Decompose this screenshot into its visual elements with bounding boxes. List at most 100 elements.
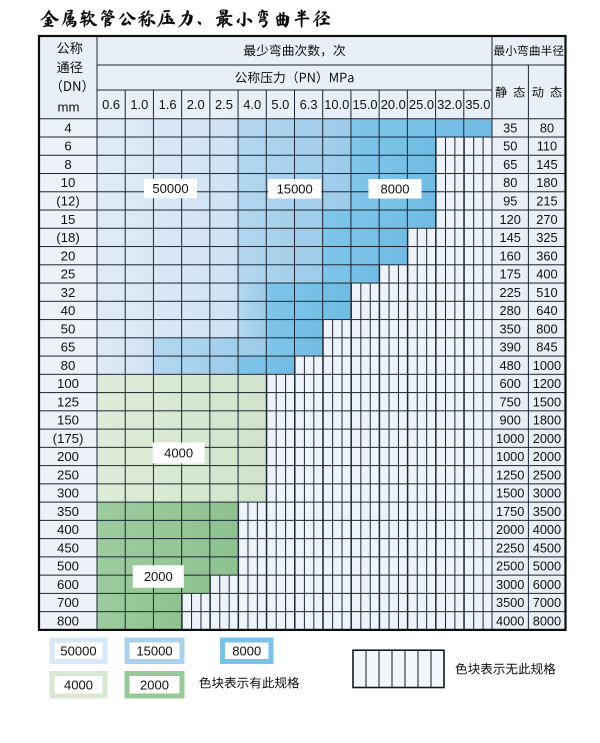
svg-text:4.0: 4.0 xyxy=(243,97,261,112)
svg-text:8000: 8000 xyxy=(533,613,561,628)
svg-text:640: 640 xyxy=(536,303,557,318)
svg-text:175: 175 xyxy=(500,267,521,282)
svg-text:750: 750 xyxy=(500,394,521,409)
svg-text:450: 450 xyxy=(57,540,79,555)
svg-text:6: 6 xyxy=(64,139,71,154)
svg-text:2000: 2000 xyxy=(533,449,561,464)
svg-text:32: 32 xyxy=(61,285,76,300)
svg-text:mm: mm xyxy=(58,100,80,115)
svg-text:145: 145 xyxy=(500,230,521,245)
svg-text:3000: 3000 xyxy=(533,486,561,501)
svg-text:50: 50 xyxy=(503,139,517,154)
svg-text:10: 10 xyxy=(61,175,76,190)
svg-text:5000: 5000 xyxy=(533,559,561,574)
svg-text:4000: 4000 xyxy=(64,677,93,692)
svg-text:65: 65 xyxy=(503,157,517,172)
svg-text:35: 35 xyxy=(503,120,517,135)
svg-text:1800: 1800 xyxy=(533,413,561,428)
svg-text:1500: 1500 xyxy=(533,394,561,409)
svg-text:3500: 3500 xyxy=(496,595,524,610)
svg-text:80: 80 xyxy=(61,358,76,373)
svg-text:350: 350 xyxy=(57,504,79,519)
svg-text:110: 110 xyxy=(537,139,557,154)
svg-text:125: 125 xyxy=(57,394,79,409)
svg-text:2250: 2250 xyxy=(496,540,524,555)
svg-text:600: 600 xyxy=(57,577,79,592)
svg-text:510: 510 xyxy=(536,285,557,300)
svg-text:35.0: 35.0 xyxy=(465,97,490,112)
svg-text:3000: 3000 xyxy=(496,577,524,592)
svg-text:4000: 4000 xyxy=(496,613,524,628)
svg-text:20: 20 xyxy=(61,248,76,263)
svg-text:20.0: 20.0 xyxy=(381,97,406,112)
svg-text:800: 800 xyxy=(536,321,557,336)
svg-text:8: 8 xyxy=(64,157,71,172)
svg-text:7000: 7000 xyxy=(533,595,561,610)
svg-text:25: 25 xyxy=(61,267,76,282)
svg-text:(12): (12) xyxy=(56,194,79,209)
svg-text:50000: 50000 xyxy=(152,181,188,196)
svg-text:3500: 3500 xyxy=(533,504,561,519)
svg-text:360: 360 xyxy=(536,248,557,263)
svg-text:100: 100 xyxy=(57,376,79,391)
svg-text:8000: 8000 xyxy=(381,181,410,196)
svg-text:390: 390 xyxy=(500,340,521,355)
svg-text:4000: 4000 xyxy=(533,522,561,537)
svg-text:2000: 2000 xyxy=(140,677,169,692)
svg-text:215: 215 xyxy=(536,194,557,209)
svg-text:4000: 4000 xyxy=(164,446,193,461)
svg-text:(18): (18) xyxy=(56,230,79,245)
svg-text:1.6: 1.6 xyxy=(159,97,177,112)
svg-text:25.0: 25.0 xyxy=(409,97,434,112)
svg-text:2000: 2000 xyxy=(496,522,524,537)
svg-text:15.0: 15.0 xyxy=(352,97,377,112)
svg-text:2.5: 2.5 xyxy=(215,97,233,112)
svg-text:270: 270 xyxy=(536,212,557,227)
svg-text:2.0: 2.0 xyxy=(187,97,205,112)
svg-text:1500: 1500 xyxy=(496,486,524,501)
svg-text:1200: 1200 xyxy=(533,376,561,391)
svg-text:6000: 6000 xyxy=(533,577,561,592)
svg-text:2500: 2500 xyxy=(496,559,524,574)
svg-text:350: 350 xyxy=(500,321,521,336)
svg-text:5.0: 5.0 xyxy=(271,97,289,112)
svg-text:1750: 1750 xyxy=(496,504,524,519)
svg-text:120: 120 xyxy=(500,212,521,227)
svg-text:400: 400 xyxy=(536,267,557,282)
svg-text:32.0: 32.0 xyxy=(437,97,462,112)
svg-text:300: 300 xyxy=(57,486,79,501)
svg-text:180: 180 xyxy=(536,175,557,190)
svg-text:1000: 1000 xyxy=(496,431,524,446)
svg-text:145: 145 xyxy=(536,157,557,172)
svg-text:8000: 8000 xyxy=(232,643,261,658)
svg-text:800: 800 xyxy=(57,613,79,628)
svg-text:10.0: 10.0 xyxy=(324,97,349,112)
svg-text:2500: 2500 xyxy=(533,467,561,482)
svg-text:50000: 50000 xyxy=(60,643,96,658)
svg-text:225: 225 xyxy=(500,285,521,300)
svg-text:2000: 2000 xyxy=(144,569,173,584)
svg-text:95: 95 xyxy=(503,194,517,209)
svg-text:480: 480 xyxy=(500,358,521,373)
svg-text:15000: 15000 xyxy=(277,181,313,196)
svg-text:6.3: 6.3 xyxy=(300,97,318,112)
svg-text:1.0: 1.0 xyxy=(130,97,148,112)
svg-text:400: 400 xyxy=(57,522,79,537)
svg-text:4: 4 xyxy=(64,120,71,135)
svg-text:2000: 2000 xyxy=(533,431,561,446)
svg-text:325: 325 xyxy=(536,230,557,245)
svg-text:(175): (175) xyxy=(53,431,84,446)
svg-text:600: 600 xyxy=(500,376,521,391)
svg-text:160: 160 xyxy=(500,248,521,263)
svg-text:80: 80 xyxy=(540,120,554,135)
svg-text:1250: 1250 xyxy=(496,467,524,482)
svg-text:50: 50 xyxy=(61,321,76,336)
svg-text:500: 500 xyxy=(57,559,79,574)
svg-text:250: 250 xyxy=(57,467,79,482)
svg-text:1000: 1000 xyxy=(496,449,524,464)
svg-text:150: 150 xyxy=(57,413,79,428)
svg-text:845: 845 xyxy=(536,340,557,355)
svg-text:15: 15 xyxy=(61,212,76,227)
svg-text:80: 80 xyxy=(503,175,517,190)
svg-text:700: 700 xyxy=(57,595,79,610)
